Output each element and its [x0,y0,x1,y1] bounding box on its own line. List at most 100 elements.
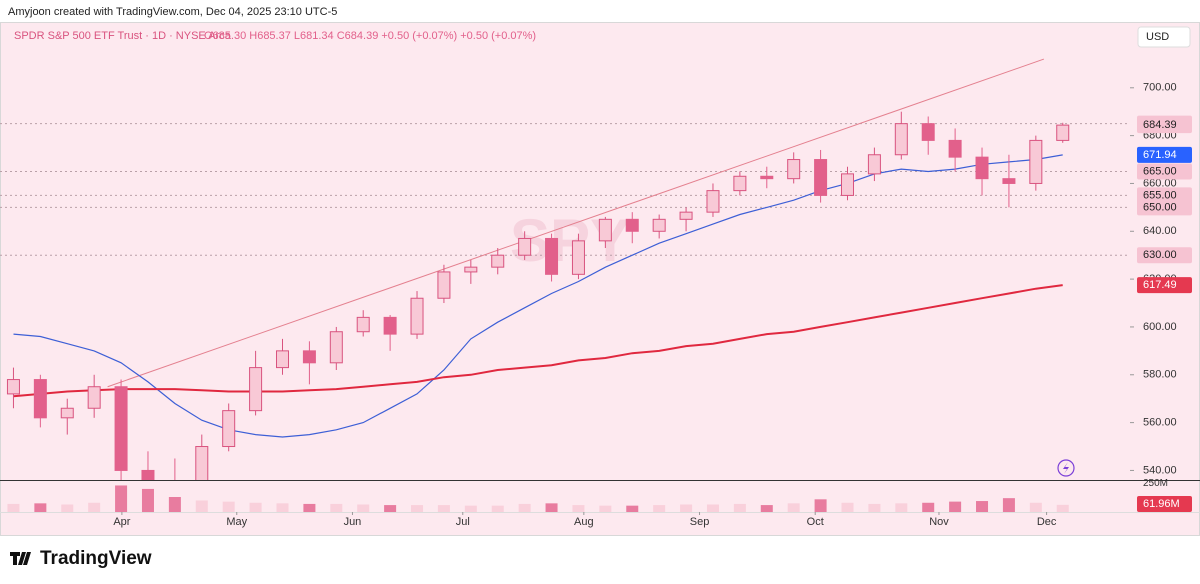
symbol-title: SPDR S&P 500 ETF Trust · 1D · NYSE Arca [14,30,232,42]
volume-bar [61,504,74,512]
volume-bar [249,502,262,512]
candle-body [841,173,854,196]
volume-bar [115,485,128,512]
candle-body [141,469,155,480]
level-badge-bg [1137,163,1192,180]
ma-badge-bg [1137,146,1192,163]
candle-body [1056,124,1070,141]
volume-bar [706,504,719,512]
x-tick-label: Apr [113,516,130,528]
candle-body [356,316,370,333]
candle-body [571,240,585,275]
candle-body [249,367,263,412]
candle-body [464,266,478,273]
volume-bar [895,503,908,512]
volume-bar [545,503,558,512]
volume-badge: 61.96M [1143,498,1180,510]
y-tick-label: 700.00 [1143,82,1177,94]
volume-bar [222,501,235,512]
level-badge: 650.00 [1143,201,1177,213]
volume-bar [330,503,343,512]
volume-tick-label: 250M [1143,478,1168,489]
x-tick-label: Dec [1037,516,1057,528]
candle-body [545,237,559,275]
y-tick-label: 540.00 [1143,464,1177,476]
x-tick-label: May [226,516,247,528]
x-tick-label: Jul [456,516,470,528]
credit: Amyjoon created with TradingView.com, De… [8,6,337,18]
volume-bar [276,503,289,512]
volume-bar [599,505,612,512]
currency-button[interactable] [1137,26,1191,48]
candle-body [706,190,720,213]
volume-bar [195,500,208,512]
y-tick-label: 600.00 [1143,321,1177,333]
level-badge: 655.00 [1143,189,1177,201]
volume-bar [1029,502,1042,512]
logo [10,552,31,565]
volume-bar [626,505,639,512]
candle-body [437,271,451,299]
candle-body [410,297,424,335]
x-tick-label: Sep [690,516,710,528]
ma-line [13,154,1063,438]
y-tick-label: 660.00 [1143,177,1177,189]
volume-bar [491,505,504,512]
volume-bar [518,503,531,512]
volume-bar [437,505,450,512]
candle-body [491,254,505,268]
volume-bar [411,505,424,512]
candle-body [1002,178,1016,184]
candle-body [760,175,774,180]
candle-body [222,410,236,448]
candle-body [383,316,397,335]
candle-body [276,350,289,369]
volume-badge-bg [1137,496,1192,512]
candle-body [867,154,881,175]
level-badge: 630.00 [1143,249,1177,261]
trendline [107,58,1045,388]
candle-body [60,407,74,419]
candle-body [733,175,747,192]
candle-body [921,123,935,141]
candle-body [329,331,343,364]
volume-bar [787,503,800,512]
currency[interactable]: USD [1146,31,1169,43]
volume-bar [168,497,181,512]
volume-bar [141,488,154,512]
candle-body [87,386,101,409]
candle-body [975,156,989,180]
brand: TradingView [40,548,152,569]
alert-icon[interactable] [1057,459,1075,477]
last-price-badge: 684.39 [1143,119,1177,131]
volume-bar [464,505,477,512]
volume-bar [303,503,316,512]
volume-bar [34,503,47,512]
candle-body [679,211,693,220]
ohlc-legend: O685.30 H685.37 L681.34 C684.39 +0.50 (+… [204,30,536,42]
candle-body [195,446,209,480]
volume-bar [949,501,962,512]
logo-mark [10,552,31,565]
volume-bar [384,505,397,512]
volume-bar [7,503,20,512]
candle-body [302,350,316,364]
x-tick-label: Oct [807,516,824,528]
ma-line [13,284,1063,398]
volume-bar [841,502,854,512]
volume-bar [814,499,827,512]
candle-body [33,379,47,419]
candle-body [6,379,20,395]
x-tick-label: Nov [929,516,949,528]
volume-bar [1056,504,1069,512]
y-tick-label: 580.00 [1143,369,1177,381]
candle-body [652,218,666,232]
candle-body [114,386,128,471]
volume-bar [733,503,746,512]
volume-bar [680,504,693,512]
volume-bar [868,503,881,512]
alert-bolt [1063,462,1069,474]
volume-bar [1002,498,1015,512]
candle-body [1029,139,1043,184]
chart-bg [0,22,1200,536]
